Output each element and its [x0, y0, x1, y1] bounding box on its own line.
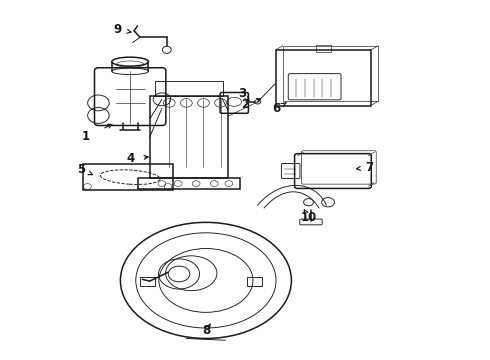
Text: 5: 5: [77, 163, 85, 176]
Text: 3: 3: [239, 87, 246, 100]
Text: 1: 1: [82, 130, 90, 144]
Text: 9: 9: [114, 23, 122, 36]
Text: 7: 7: [366, 161, 374, 174]
Text: 8: 8: [202, 324, 210, 337]
Text: 10: 10: [300, 211, 317, 224]
Text: 2: 2: [241, 98, 249, 111]
Text: 6: 6: [272, 102, 281, 115]
Text: 4: 4: [126, 152, 134, 165]
